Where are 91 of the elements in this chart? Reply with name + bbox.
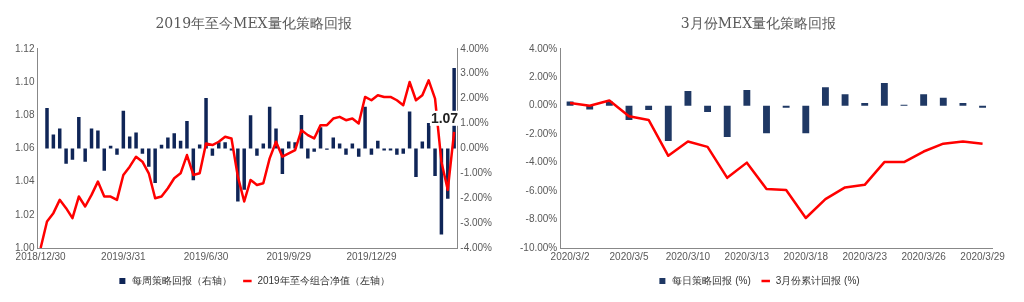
bar <box>45 108 49 149</box>
x-tick-label: 2019/3/31 <box>101 250 147 262</box>
bar <box>140 148 145 154</box>
chart-title: 3月份MEX量化策略回报 <box>680 15 837 32</box>
bar <box>255 148 259 156</box>
y-tick-label: 1.02 <box>14 208 35 220</box>
bar <box>782 105 790 108</box>
bar <box>77 117 81 149</box>
bar <box>312 148 316 152</box>
bar <box>376 140 380 149</box>
y2-tick-label: 3.00% <box>460 67 489 79</box>
y-tick-label: 2.00% <box>528 71 558 83</box>
data-label: 1.07 <box>430 109 459 126</box>
y-tick-label: 1.10 <box>14 75 35 87</box>
bar <box>920 94 928 106</box>
bar <box>821 87 829 106</box>
y2-tick-label: 0.00% <box>460 142 489 154</box>
bar <box>204 98 208 149</box>
bar <box>210 148 215 156</box>
bar <box>684 90 692 106</box>
bar <box>64 148 68 164</box>
y-tick-label: 1.08 <box>14 108 35 120</box>
bar <box>414 148 418 178</box>
bar <box>172 133 176 149</box>
bar <box>401 148 405 154</box>
x-tick-label: 2019/9/29 <box>266 250 312 262</box>
y-tick-label: 1.00 <box>14 241 35 253</box>
bar <box>880 83 888 106</box>
y-tick-label: 1.06 <box>14 142 35 154</box>
legend-label: 每日策略回报 (%) <box>672 274 751 286</box>
x-tick-label: 2020/3/13 <box>724 250 770 262</box>
bar <box>802 105 810 134</box>
bar <box>223 142 227 149</box>
x-tick-label: 2020/3/26 <box>901 250 947 262</box>
y-tick-label: 1.12 <box>14 42 35 54</box>
x-tick-label: 2020/3/29 <box>960 250 1006 262</box>
bar <box>723 105 731 137</box>
y2-tick-label: -1.00% <box>460 167 493 179</box>
x-tick-label: 2020/3/23 <box>842 250 888 262</box>
y-tick-label: -8.00% <box>525 213 558 225</box>
bar <box>83 148 87 162</box>
bar <box>344 148 348 155</box>
bar <box>645 105 653 110</box>
y-tick-label: -6.00% <box>525 184 558 196</box>
bar <box>242 148 246 190</box>
bar <box>743 89 751 106</box>
legend-label: 每周策略回报（右轴） <box>132 274 233 286</box>
legend-label: 3月份累计回报 (%) <box>775 274 860 286</box>
y2-tick-label: 4.00% <box>460 42 489 54</box>
bar <box>166 137 170 149</box>
bar <box>153 148 157 184</box>
chart-title: 2019年至今MEX量化策略回报 <box>155 15 352 32</box>
bar <box>306 148 310 159</box>
bar <box>185 121 189 149</box>
x-tick-label: 2020/3/2 <box>550 250 590 262</box>
y-tick-label: -10.00% <box>520 241 558 253</box>
y2-tick-label: -3.00% <box>460 216 493 228</box>
y-tick-label: 0.00% <box>528 99 558 111</box>
bar <box>861 103 869 106</box>
y-tick-label: 4.00% <box>528 42 558 54</box>
bar <box>959 103 967 106</box>
y2-tick-label: 2.00% <box>460 92 489 104</box>
y-tick-label: -4.00% <box>525 156 558 168</box>
y2-tick-label: 1.00% <box>460 117 489 129</box>
bar <box>134 132 138 149</box>
bar <box>96 130 100 149</box>
y2-tick-label: -4.00% <box>460 241 493 253</box>
bar <box>369 148 374 155</box>
bar <box>395 148 399 155</box>
bar <box>356 148 361 157</box>
legend-label: 2019年至今组合净值（左轴） <box>257 274 390 286</box>
bar <box>704 105 712 112</box>
x-tick-label: 2020/3/5 <box>609 250 649 262</box>
bar <box>979 105 987 108</box>
bar <box>147 148 151 167</box>
x-tick-label: 2020/3/18 <box>783 250 829 262</box>
bar <box>115 148 119 155</box>
bar <box>939 97 947 106</box>
y-tick-label: -2.00% <box>525 127 558 139</box>
y2-tick-label: -2.00% <box>460 191 493 203</box>
bar <box>433 148 437 177</box>
x-tick-label: 2019/12/29 <box>346 250 397 262</box>
x-tick-label: 2019/6/30 <box>183 250 229 262</box>
bar <box>664 105 672 141</box>
x-tick-label: 2020/3/10 <box>665 250 711 262</box>
x-tick-label: 2018/12/30 <box>15 250 67 262</box>
bar <box>70 148 75 160</box>
y-tick-label: 1.04 <box>14 175 35 187</box>
bar <box>841 94 849 106</box>
bar <box>763 105 770 134</box>
bar <box>363 106 367 149</box>
